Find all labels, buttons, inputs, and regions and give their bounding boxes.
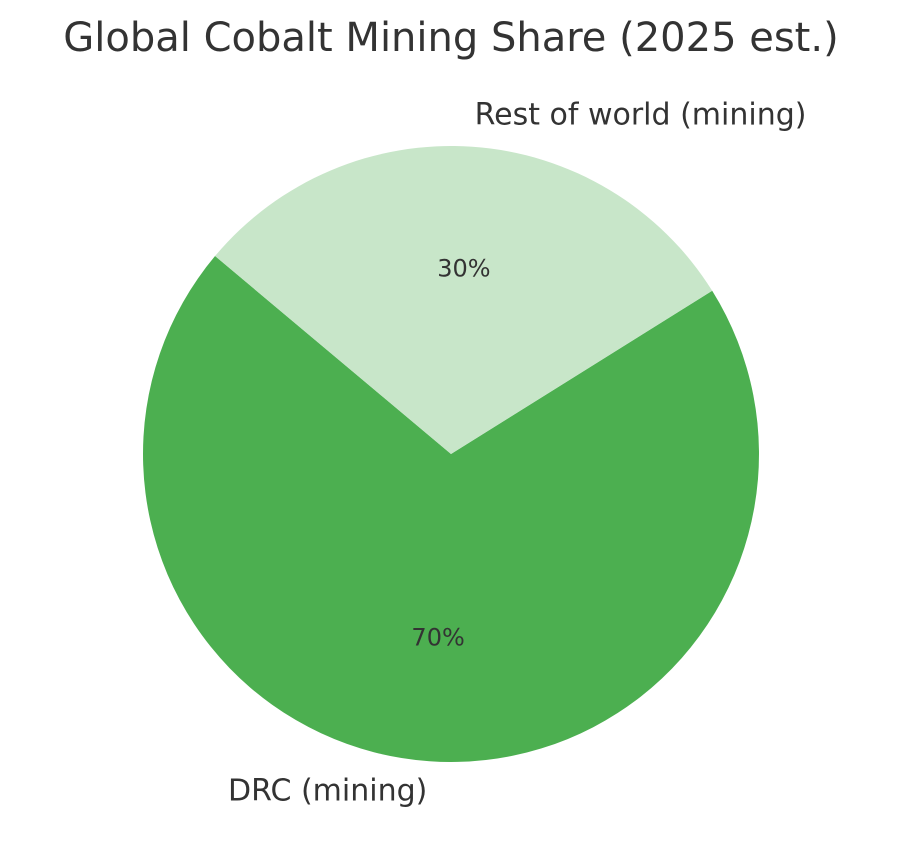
chart-title: Global Cobalt Mining Share (2025 est.)	[63, 15, 838, 61]
slice-label: Rest of world (mining)	[475, 98, 807, 133]
percent-label: 70%	[411, 623, 464, 651]
percent-label: 30%	[437, 255, 490, 283]
slice-label: DRC (mining)	[228, 773, 427, 808]
pie-slice	[215, 146, 713, 455]
pie-slice	[142, 256, 759, 762]
